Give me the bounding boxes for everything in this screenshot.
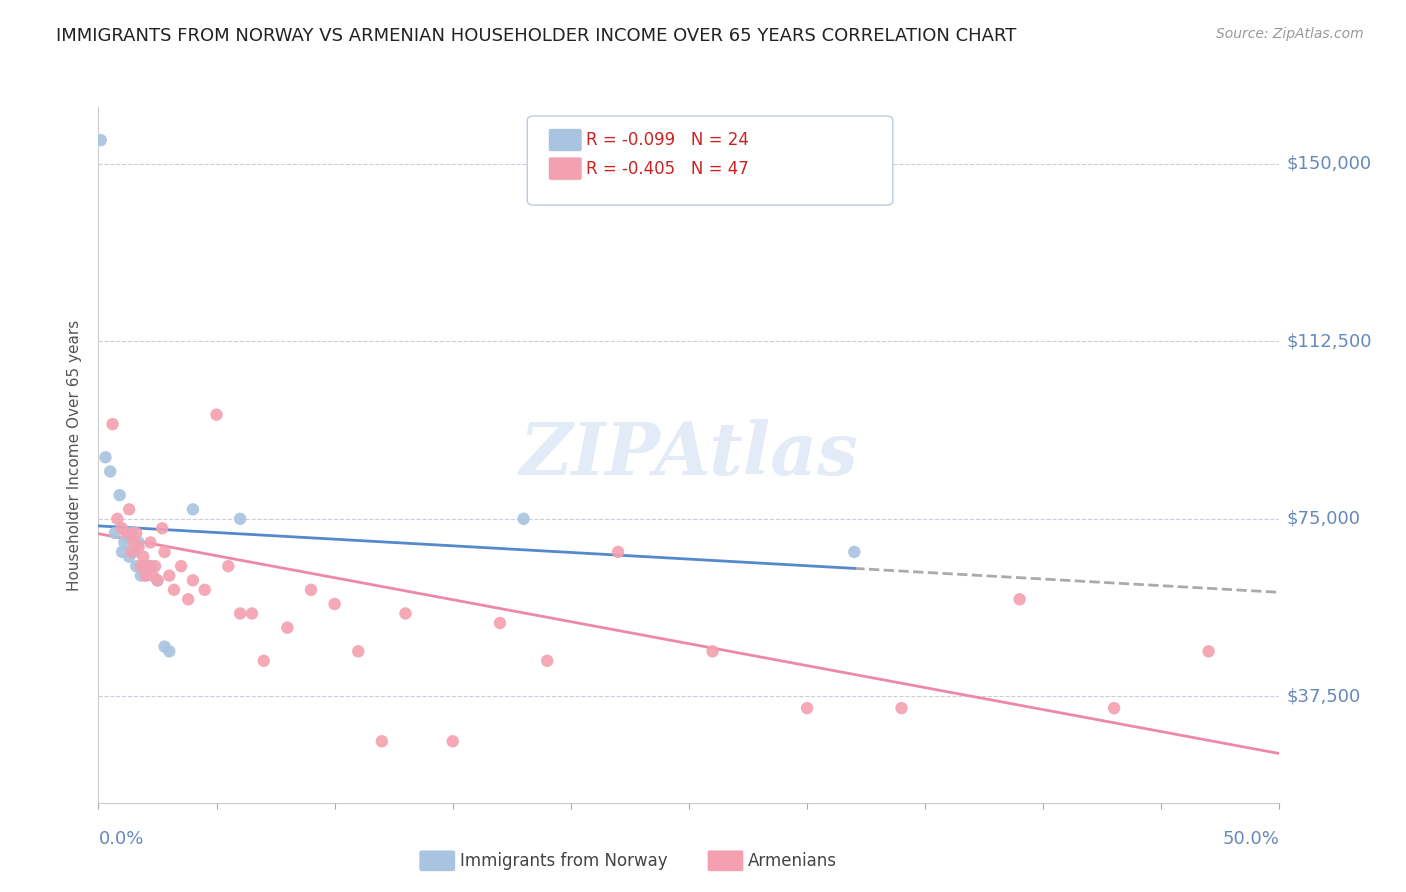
Point xyxy=(142,568,165,582)
Point xyxy=(229,607,252,621)
Point xyxy=(118,549,141,564)
Point xyxy=(153,640,176,654)
Point xyxy=(1198,644,1220,658)
Point xyxy=(229,512,252,526)
Point xyxy=(276,621,298,635)
Point xyxy=(441,734,464,748)
Point xyxy=(125,559,148,574)
Point xyxy=(150,521,173,535)
Point xyxy=(299,582,322,597)
Point xyxy=(240,607,263,621)
Point xyxy=(394,607,416,621)
Point xyxy=(157,568,180,582)
Point xyxy=(108,488,131,502)
Point xyxy=(118,502,141,516)
Point xyxy=(135,568,157,582)
Point xyxy=(128,540,150,554)
Text: 0.0%: 0.0% xyxy=(98,830,143,847)
Point xyxy=(253,654,276,668)
Point xyxy=(170,559,193,574)
Point xyxy=(94,450,117,465)
Y-axis label: Householder Income Over 65 years: Householder Income Over 65 years xyxy=(67,319,83,591)
Text: 50.0%: 50.0% xyxy=(1223,830,1279,847)
Text: ZIPAtlas: ZIPAtlas xyxy=(520,419,858,491)
Point xyxy=(181,502,204,516)
Point xyxy=(90,133,112,147)
Point xyxy=(104,526,127,541)
Text: IMMIGRANTS FROM NORWAY VS ARMENIAN HOUSEHOLDER INCOME OVER 65 YEARS CORRELATION : IMMIGRANTS FROM NORWAY VS ARMENIAN HOUSE… xyxy=(56,27,1017,45)
Point xyxy=(135,568,157,582)
Point xyxy=(132,559,155,574)
Text: $75,000: $75,000 xyxy=(1286,510,1361,528)
Point xyxy=(890,701,912,715)
Point xyxy=(129,568,152,582)
Point xyxy=(125,526,148,541)
Text: $37,500: $37,500 xyxy=(1286,688,1361,706)
Point xyxy=(98,465,121,479)
Point xyxy=(112,535,135,549)
Point xyxy=(205,408,228,422)
Text: Armenians: Armenians xyxy=(748,852,837,870)
Point xyxy=(607,545,630,559)
Point xyxy=(347,644,370,658)
Point xyxy=(181,574,204,588)
Point xyxy=(844,545,866,559)
Point xyxy=(132,549,155,564)
Point xyxy=(163,582,186,597)
Point xyxy=(217,559,239,574)
Text: Source: ZipAtlas.com: Source: ZipAtlas.com xyxy=(1216,27,1364,41)
Point xyxy=(146,574,169,588)
Point xyxy=(115,526,138,541)
Point xyxy=(157,644,180,658)
Point xyxy=(129,559,152,574)
Text: R = -0.099   N = 24: R = -0.099 N = 24 xyxy=(586,131,749,149)
Point xyxy=(177,592,200,607)
Point xyxy=(101,417,124,432)
Point xyxy=(146,574,169,588)
Point xyxy=(1102,701,1125,715)
Point xyxy=(536,654,558,668)
Text: $150,000: $150,000 xyxy=(1286,155,1372,173)
Point xyxy=(796,701,818,715)
Text: $112,500: $112,500 xyxy=(1286,333,1372,351)
Point xyxy=(122,545,145,559)
Point xyxy=(512,512,534,526)
Text: Immigrants from Norway: Immigrants from Norway xyxy=(460,852,668,870)
Point xyxy=(139,535,162,549)
Point xyxy=(139,559,162,574)
Point xyxy=(122,535,145,549)
Point xyxy=(143,559,166,574)
Point xyxy=(489,615,512,630)
Text: R = -0.405   N = 47: R = -0.405 N = 47 xyxy=(586,160,749,178)
Point xyxy=(121,545,143,559)
Point xyxy=(121,526,143,541)
Point xyxy=(702,644,724,658)
Point xyxy=(111,521,134,535)
Point xyxy=(115,531,138,545)
Point xyxy=(194,582,217,597)
Point xyxy=(111,545,134,559)
Point xyxy=(371,734,394,748)
Point xyxy=(105,512,128,526)
Point xyxy=(323,597,346,611)
Point xyxy=(153,545,176,559)
Point xyxy=(1008,592,1031,607)
Point xyxy=(128,535,150,549)
Point xyxy=(136,559,159,574)
